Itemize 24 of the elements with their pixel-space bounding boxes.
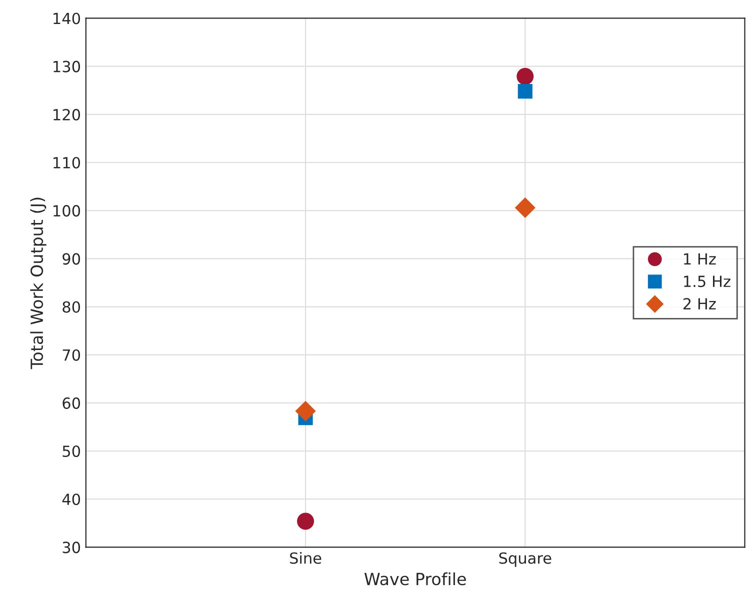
y-axis-title: Total Work Output (J)	[30, 198, 46, 370]
y-tick-label: 140	[54, 12, 80, 24]
y-tick-label: 110	[54, 156, 80, 169]
y-tick-label: 30	[62, 542, 80, 554]
y-tick-label: 130	[54, 60, 80, 72]
point	[516, 68, 534, 85]
point	[514, 197, 536, 218]
y-tick-label: 90	[62, 253, 80, 265]
legend-label: 1.5 Hz	[684, 276, 730, 288]
y-tick-label: 50	[62, 445, 80, 458]
legend-label: 2 Hz	[683, 298, 716, 310]
y-tick-label: 40	[62, 494, 80, 506]
point	[295, 400, 316, 422]
x-tick-label: Sine	[290, 552, 322, 564]
y-tick-label: 70	[62, 349, 80, 361]
x-tick-label: Square	[499, 552, 552, 567]
y-tick-label: 100	[54, 205, 80, 217]
legend-label: 1 Hz	[684, 253, 716, 265]
y-tick-label: 80	[62, 301, 80, 313]
y-tick-label: 120	[54, 108, 80, 120]
point	[297, 512, 314, 530]
y-tick-label: 60	[62, 397, 80, 409]
x-axis-title: Wave Profile	[364, 572, 466, 586]
point	[518, 84, 532, 99]
